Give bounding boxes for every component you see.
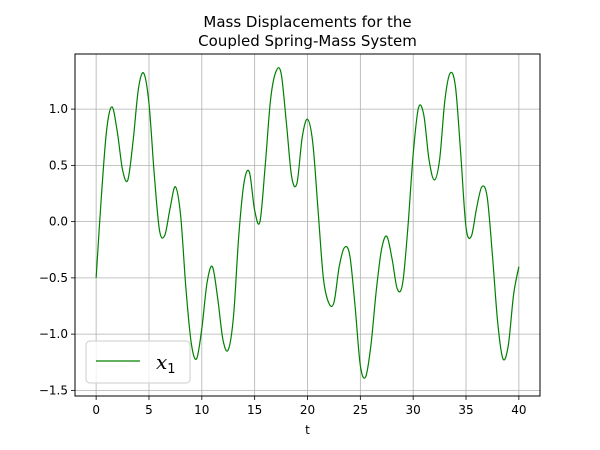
y-tick-label: −1.0 <box>39 327 68 341</box>
y-tick-label: 0.0 <box>49 215 68 229</box>
x-tick-label: 15 <box>247 403 262 417</box>
x-tick-label: 10 <box>194 403 209 417</box>
x-tick-label: 40 <box>511 403 526 417</box>
series-line-x1 <box>95 67 520 379</box>
chart-title-line-2: Coupled Spring-Mass System <box>198 32 417 50</box>
x-tick-label: 5 <box>145 403 153 417</box>
y-tick-label: −0.5 <box>39 271 68 285</box>
chart-title-line-1: Mass Displacements for the <box>203 13 411 31</box>
y-tick-label: −1.5 <box>39 383 68 397</box>
x-tick-label: 35 <box>458 403 473 417</box>
plot-frame <box>74 53 541 397</box>
x-tick-label: 0 <box>92 403 100 417</box>
grid-lines <box>75 54 540 396</box>
legend-label-subscript: 1 <box>167 362 175 377</box>
x-ticks: 0 5 10 15 20 25 30 35 40 <box>92 396 527 417</box>
x-axis-label: t <box>305 423 310 437</box>
x-tick-label: 30 <box>406 403 421 417</box>
y-ticks: −1.5 −1.0 −0.5 0.0 0.5 1.0 <box>39 102 75 397</box>
x-tick-label: 20 <box>300 403 315 417</box>
legend-label: x1 <box>156 350 176 377</box>
legend: x1 <box>85 340 191 384</box>
x-tick-label: 25 <box>353 403 368 417</box>
legend-label-main: x <box>156 350 167 374</box>
y-tick-label: 1.0 <box>49 102 68 116</box>
y-tick-label: 0.5 <box>49 158 68 172</box>
legend-box <box>85 340 191 384</box>
